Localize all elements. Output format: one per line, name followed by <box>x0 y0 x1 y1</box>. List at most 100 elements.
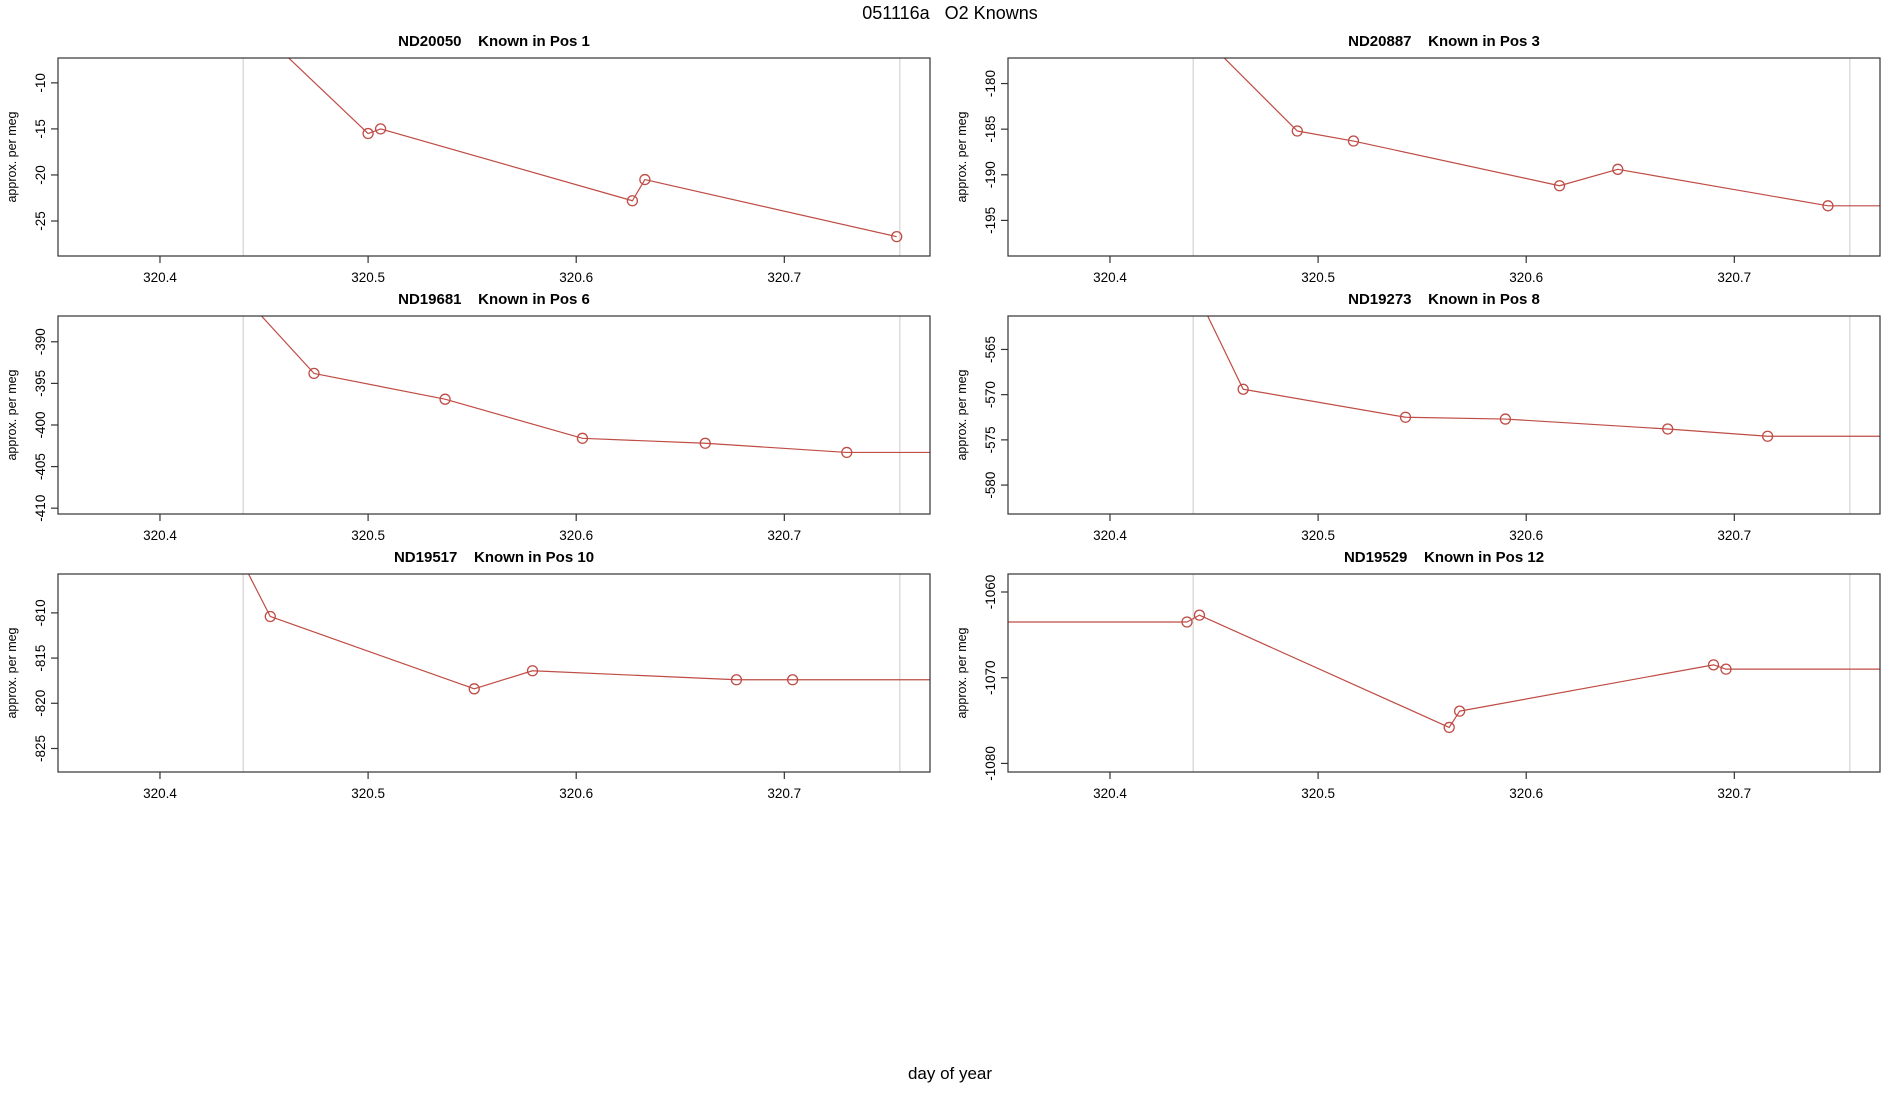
x-tick-label: 320.6 <box>559 528 593 543</box>
data-point <box>841 446 853 459</box>
panel-ND19273: ND19273 Known in Pos 8 320.4 320.5 320.6 320… <box>950 288 1900 558</box>
y-tick-label: -10 <box>33 73 48 93</box>
data-point <box>264 610 276 623</box>
panel-ND20050: ND20050 Known in Pos 1 320.4 320.5 320.6 320… <box>0 30 950 300</box>
panel-chart-ND19517: 320.4 320.5 320.6 320.7 -810 -815 -820 -825 appr… <box>5 573 931 801</box>
y-tick-label: -410 <box>33 495 48 522</box>
x-tick-label: 320.7 <box>767 528 801 543</box>
plot-box <box>1007 57 1881 257</box>
data-point <box>362 127 374 140</box>
y-tick-label: -190 <box>983 161 998 188</box>
data-point <box>730 674 743 686</box>
panel-ND19681: ND19681 Known in Pos 6 320.4 320.5 320.6 320… <box>0 288 950 558</box>
y-tick-label: -400 <box>33 411 48 438</box>
data-point <box>308 367 320 380</box>
y-tick-label: -25 <box>33 211 48 231</box>
y-tick-label: -565 <box>983 336 998 363</box>
data-point <box>1453 705 1466 717</box>
plot-box <box>1007 315 1881 515</box>
panel-title-ND20887: ND20887 Known in Pos 3 <box>1348 33 1540 50</box>
data-line <box>287 58 897 238</box>
x-tick-label: 320.7 <box>1717 270 1751 285</box>
x-tick-label: 320.7 <box>767 786 801 801</box>
y-tick-label: -185 <box>983 116 998 143</box>
plot-box <box>57 315 931 515</box>
y-tick-label: -20 <box>33 165 48 185</box>
y-tick-label: -570 <box>983 381 998 408</box>
panel-chart-ND20050: 320.4 320.5 320.6 320.7 -10 -15 -20 -25 approx. … <box>5 57 931 285</box>
data-point <box>1181 616 1193 628</box>
y-tick-label: -180 <box>983 70 998 97</box>
plot-box <box>57 57 931 257</box>
y-tick-label: -825 <box>33 735 48 762</box>
data-point <box>626 195 639 207</box>
y-tick-label: -1070 <box>983 660 998 695</box>
data-point <box>576 432 589 444</box>
data-point <box>1553 180 1566 192</box>
data-point <box>1347 135 1360 147</box>
x-tick-label: 320.5 <box>351 786 385 801</box>
y-axis-label: approx. per meg <box>955 111 969 202</box>
panel-title-ND20050: ND20050 Known in Pos 1 <box>398 33 590 50</box>
x-tick-label: 320.4 <box>143 270 177 285</box>
x-tick-label: 320.7 <box>1717 528 1751 543</box>
y-tick-label: -195 <box>983 207 998 234</box>
panel-chart-ND19273: 320.4 320.5 320.6 320.7 -565 -570 -575 -580 appr… <box>955 315 1881 543</box>
data-point <box>639 173 651 186</box>
data-point <box>1499 413 1512 425</box>
x-tick-label: 320.6 <box>1509 528 1543 543</box>
y-axis-label: approx. per meg <box>955 627 969 718</box>
panel-ND19529: ND19529 Known in Pos 12 320.4 320.5 320.6 32… <box>950 546 1900 816</box>
data-point <box>1822 200 1834 212</box>
panel-chart-ND19681: 320.4 320.5 320.6 320.7 -390 -395 -400 -405 -410… <box>5 315 931 543</box>
x-tick-label: 320.5 <box>1301 528 1335 543</box>
data-line <box>1008 614 1880 729</box>
figure-title: 051116a O2 Knowns <box>862 3 1038 23</box>
y-tick-label: -390 <box>33 328 48 355</box>
x-tick-label: 320.6 <box>1509 270 1543 285</box>
data-point <box>1707 659 1720 671</box>
data-point <box>1612 163 1624 175</box>
plot-box <box>57 573 931 773</box>
data-point <box>439 393 451 405</box>
panel-chart-ND20887: 320.4 320.5 320.6 320.7 -180 -185 -190 -195 appr… <box>955 57 1881 285</box>
data-point <box>526 665 539 677</box>
data-point <box>1291 125 1303 137</box>
x-tick-label: 320.6 <box>559 270 593 285</box>
panel-title-ND19273: ND19273 Known in Pos 8 <box>1348 291 1540 308</box>
y-axis-label: approx. per meg <box>5 627 19 718</box>
y-axis-label: approx. per meg <box>5 111 19 202</box>
x-tick-label: 320.7 <box>1717 786 1751 801</box>
data-point <box>1399 411 1412 423</box>
x-tick-label: 320.5 <box>351 270 385 285</box>
data-point <box>1662 423 1674 435</box>
y-tick-label: -405 <box>33 453 48 480</box>
panel-chart-ND19529: 320.4 320.5 320.6 320.7 -1060 -1070 -1080 appro… <box>955 573 1881 801</box>
y-tick-label: -810 <box>33 599 48 626</box>
panel-title-ND19529: ND19529 Known in Pos 12 <box>1343 549 1545 566</box>
x-tick-label: 320.5 <box>1301 786 1335 801</box>
x-axis-label: day of year <box>907 1064 993 1083</box>
data-line <box>1207 316 1880 437</box>
y-axis-label: approx. per meg <box>5 369 19 460</box>
x-tick-label: 320.4 <box>1093 786 1127 801</box>
data-point <box>468 683 480 695</box>
y-tick-label: -1060 <box>983 575 998 610</box>
y-tick-label: -1080 <box>983 746 998 781</box>
data-line <box>1223 58 1880 207</box>
y-tick-label: -820 <box>33 690 48 717</box>
panel-ND19517: ND19517 Known in Pos 10 320.4 320.5 320.6 32… <box>0 546 950 816</box>
y-tick-label: -15 <box>33 119 48 139</box>
panel-ND20887: ND20887 Known in Pos 3 320.4 320.5 320.6 320… <box>950 30 1900 300</box>
panel-title-ND19517: ND19517 Known in Pos 10 <box>393 549 595 566</box>
x-tick-label: 320.4 <box>1093 270 1127 285</box>
y-tick-label: -815 <box>33 645 48 672</box>
data-line <box>260 316 930 454</box>
panel-title-ND19681: ND19681 Known in Pos 6 <box>398 291 590 308</box>
x-tick-label: 320.5 <box>1301 270 1335 285</box>
data-point <box>699 437 711 449</box>
x-tick-label: 320.5 <box>351 528 385 543</box>
y-tick-label: -575 <box>983 426 998 453</box>
data-line <box>247 574 930 690</box>
